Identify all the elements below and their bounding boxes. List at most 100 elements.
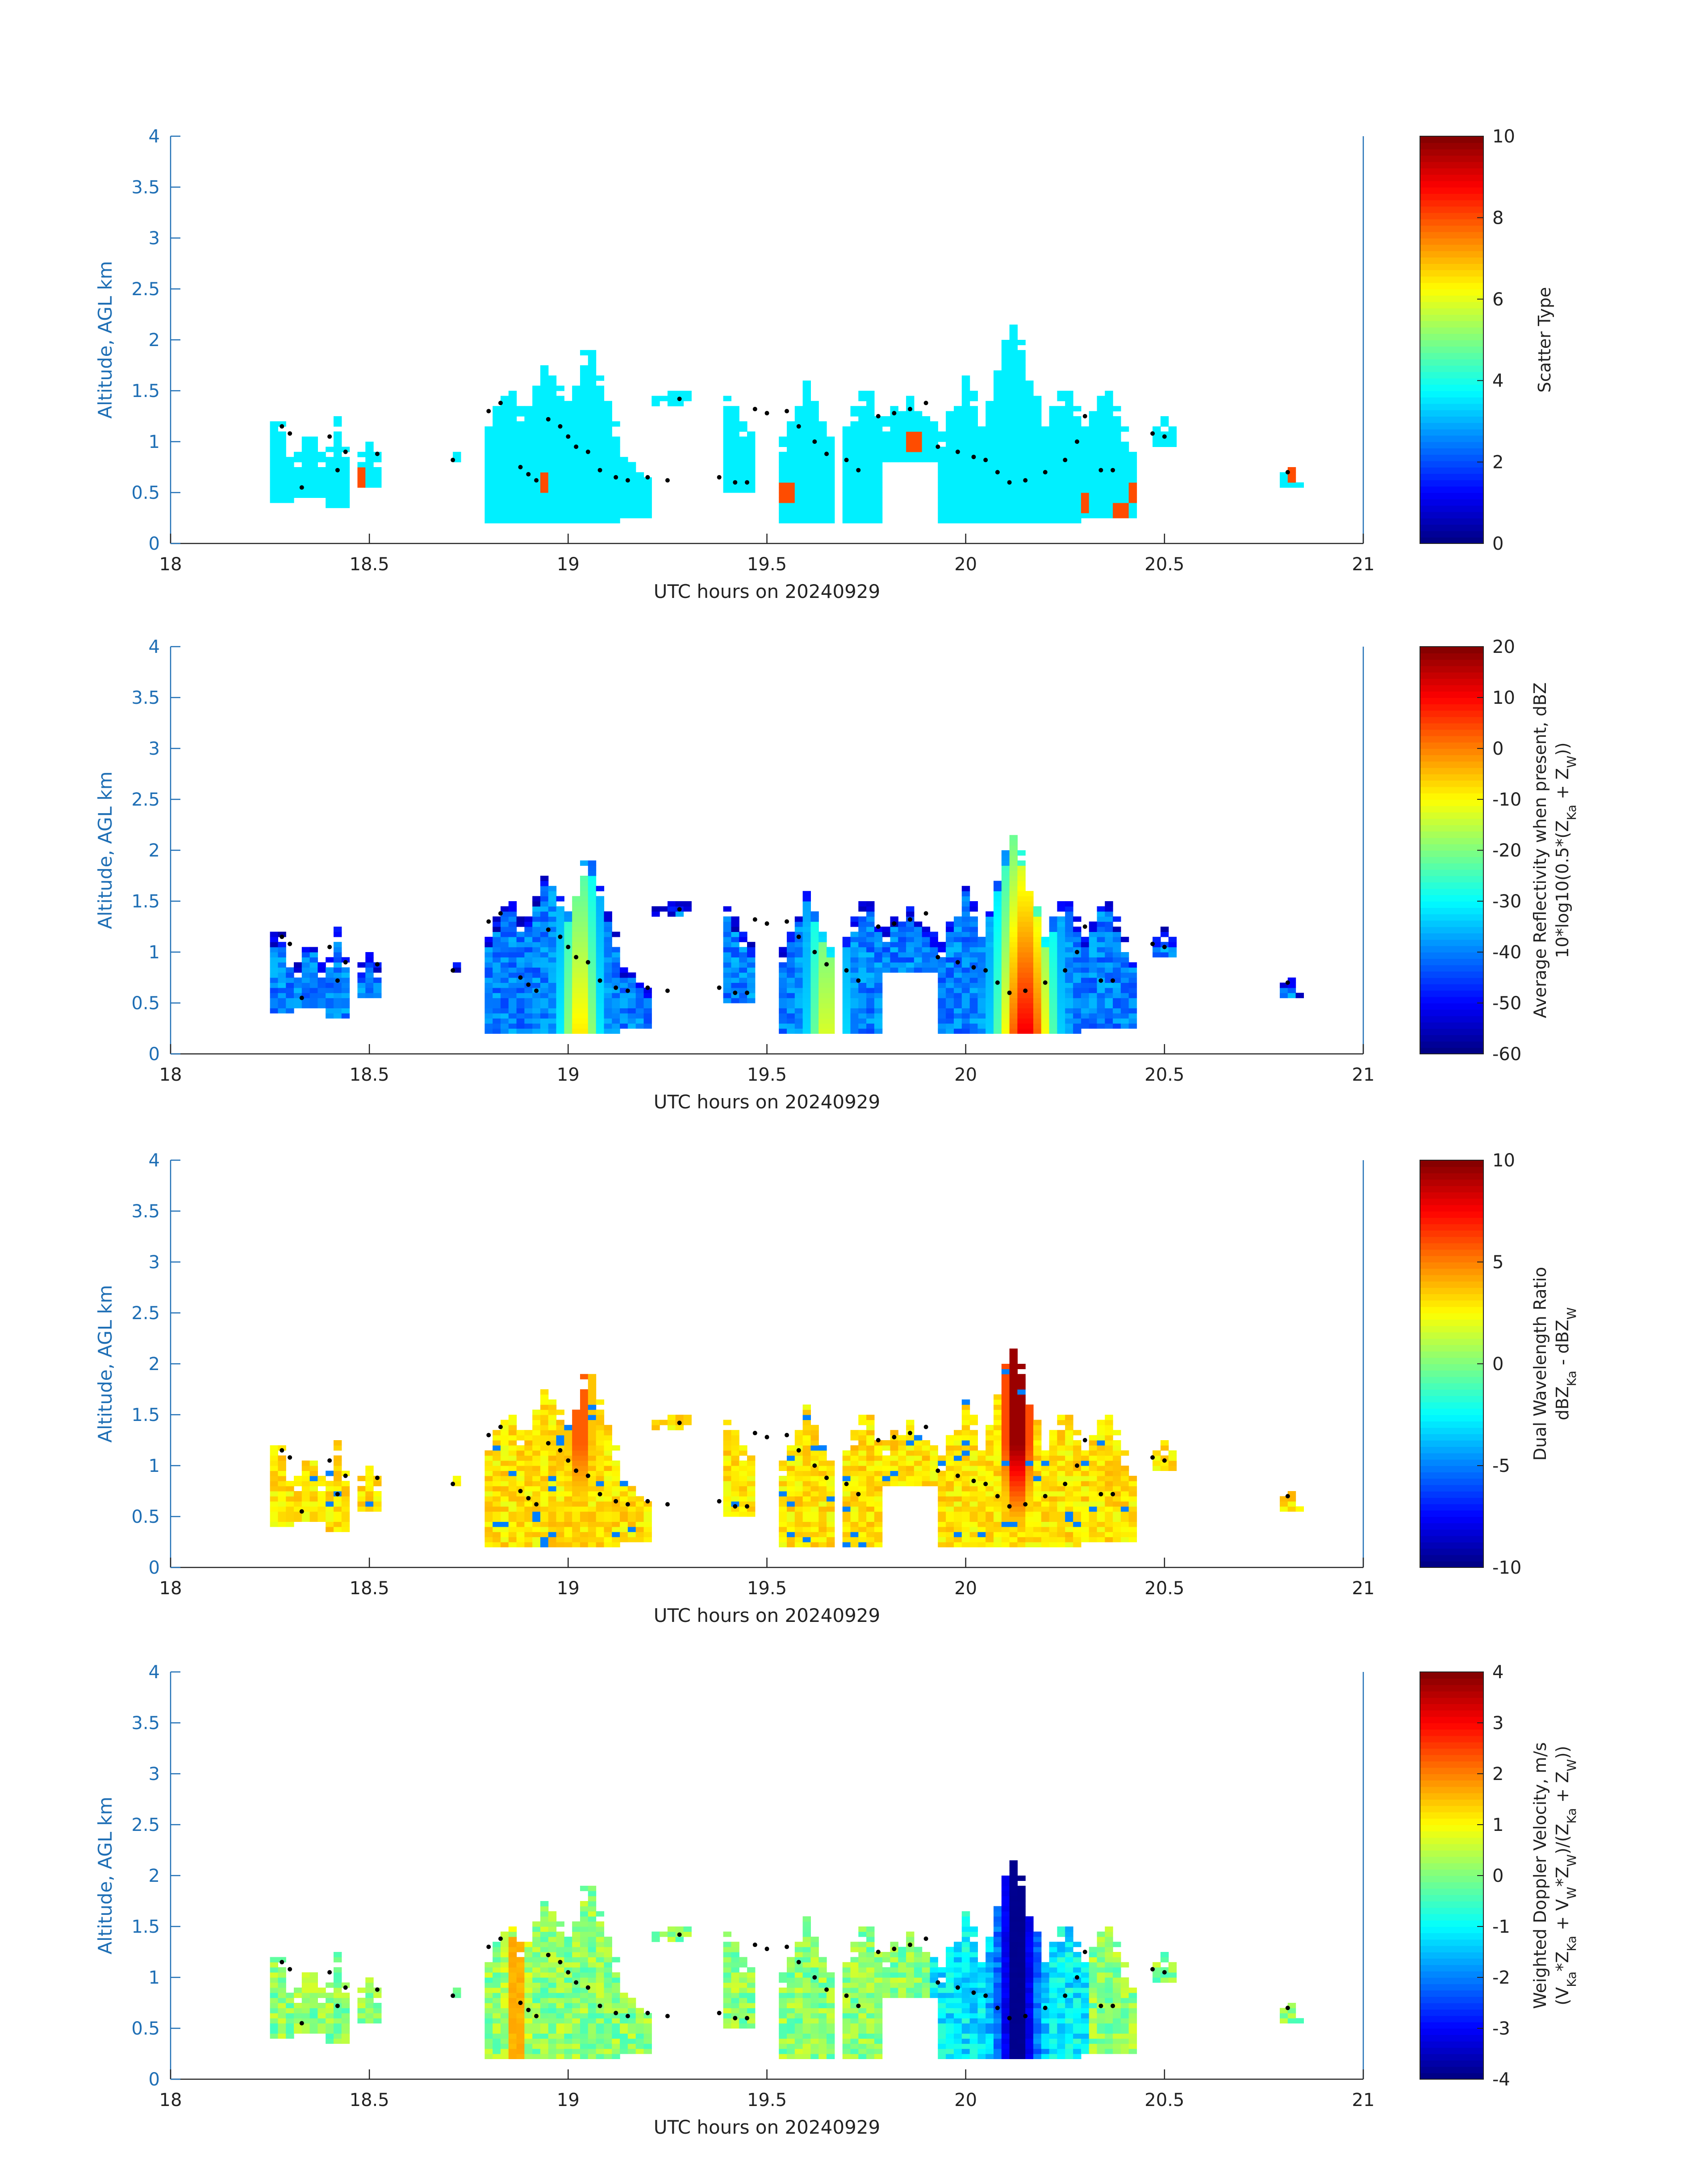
- heatmap-cell: [961, 482, 970, 488]
- heatmap-cell: [1105, 962, 1113, 968]
- heatmap-cell: [556, 451, 564, 457]
- heatmap-cell: [819, 1445, 827, 1451]
- heatmap-cell: [1065, 901, 1073, 907]
- heatmap-cell: [620, 472, 628, 478]
- heatmap-cell: [548, 467, 557, 472]
- heatmap-cell: [1017, 998, 1026, 1003]
- heatmap-cell: [508, 493, 517, 498]
- heatmap-cell: [898, 927, 906, 932]
- x-tick-label: 18: [159, 1065, 182, 1085]
- heatmap-cell: [540, 518, 549, 523]
- heatmap-cell: [969, 442, 978, 447]
- heatmap-cell: [994, 426, 1002, 432]
- colorbar-segment: [1420, 378, 1483, 385]
- heatmap-cell: [1009, 426, 1018, 432]
- heatmap-cell: [810, 1435, 819, 1441]
- heatmap-cell: [787, 1450, 795, 1456]
- heatmap-cell: [787, 467, 795, 472]
- heatmap-cell: [548, 1425, 557, 1430]
- heatmap-cell: [819, 1496, 827, 1502]
- heatmap-cell: [612, 442, 620, 447]
- heatmap-cell: [516, 993, 525, 999]
- heatmap-cell: [858, 927, 867, 932]
- heatmap-cell: [723, 947, 731, 953]
- heatmap-cell: [850, 1526, 859, 1532]
- heatmap-cell: [1065, 497, 1073, 503]
- heatmap-cell: [588, 502, 597, 508]
- heatmap-cell: [326, 497, 334, 503]
- heatmap-cell: [270, 431, 278, 437]
- heatmap-cell: [532, 467, 541, 472]
- heatmap-cell: [1009, 1364, 1018, 1369]
- heatmap-cell: [516, 447, 525, 452]
- heatmap-cell: [961, 1511, 970, 1517]
- heatmap-cell: [564, 967, 572, 973]
- heatmap-cell: [635, 1532, 644, 1538]
- heatmap-cell: [548, 896, 557, 902]
- heatmap-cell: [819, 447, 827, 452]
- heatmap-cell: [858, 1496, 867, 1502]
- heatmap-cell: [794, 1526, 803, 1532]
- heatmap-cell: [850, 518, 859, 523]
- heatmap-cell: [1105, 998, 1113, 1003]
- heatmap-cell: [524, 1511, 533, 1517]
- heatmap-cell: [802, 513, 811, 518]
- heatmap-cell: [977, 513, 986, 518]
- heatmap-cell: [794, 457, 803, 463]
- heatmap-cell: [866, 1532, 875, 1538]
- heatmap-cell: [596, 421, 605, 427]
- heatmap-cell: [508, 1023, 517, 1029]
- heatmap-cell: [1025, 477, 1034, 483]
- cloud-base-dot: [498, 401, 503, 405]
- heatmap-cell: [938, 493, 946, 498]
- heatmap-cell: [890, 927, 898, 932]
- heatmap-cell: [969, 518, 978, 523]
- heatmap-cell: [787, 518, 795, 523]
- heatmap-cell: [516, 1526, 525, 1532]
- heatmap-cell: [866, 987, 875, 993]
- heatmap-cell: [866, 1018, 875, 1024]
- heatmap-cell: [866, 1537, 875, 1542]
- heatmap-cell: [580, 1491, 589, 1496]
- heatmap-cell: [723, 906, 731, 912]
- heatmap-cell: [1081, 978, 1090, 983]
- heatmap-cell: [341, 1517, 350, 1522]
- y-tick-label: 0.5: [131, 483, 160, 503]
- heatmap-cell: [532, 426, 541, 432]
- heatmap-cell: [540, 901, 549, 907]
- heatmap-cell: [580, 1542, 589, 1547]
- heatmap-cell: [954, 1455, 962, 1461]
- heatmap-cell: [906, 1425, 915, 1430]
- heatmap-cell: [1057, 947, 1065, 953]
- heatmap-cell: [334, 482, 342, 488]
- heatmap-cell: [1049, 462, 1057, 468]
- heatmap-cell: [850, 497, 859, 503]
- heatmap-cell: [508, 1430, 517, 1436]
- colorbar-segment: [1420, 869, 1483, 876]
- heatmap-cell: [898, 431, 906, 437]
- heatmap-cell: [286, 993, 294, 999]
- heatmap-cell: [994, 1394, 1002, 1400]
- heatmap-cell: [309, 972, 318, 978]
- heatmap-cell: [301, 457, 310, 463]
- heatmap-cell: [532, 497, 541, 503]
- heatmap-cell: [278, 477, 286, 483]
- heatmap-cell: [850, 1466, 859, 1471]
- heatmap-cell: [270, 477, 278, 483]
- heatmap-cell: [914, 936, 923, 942]
- heatmap-cell: [994, 447, 1002, 452]
- heatmap-cell: [1001, 1486, 1010, 1492]
- heatmap-cell: [858, 1420, 867, 1425]
- heatmap-cell: [946, 1460, 954, 1466]
- heatmap-cell: [580, 365, 589, 371]
- heatmap-cell: [1065, 906, 1073, 912]
- heatmap-cell: [866, 467, 875, 472]
- heatmap-cell: [731, 936, 739, 942]
- heatmap-cell: [532, 1511, 541, 1517]
- heatmap-cell: [1001, 1440, 1010, 1446]
- heatmap-cell: [874, 462, 883, 468]
- heatmap-cell: [874, 1013, 883, 1019]
- heatmap-cell: [1113, 942, 1121, 948]
- heatmap-cell: [1097, 987, 1105, 993]
- heatmap-cell: [1081, 942, 1090, 948]
